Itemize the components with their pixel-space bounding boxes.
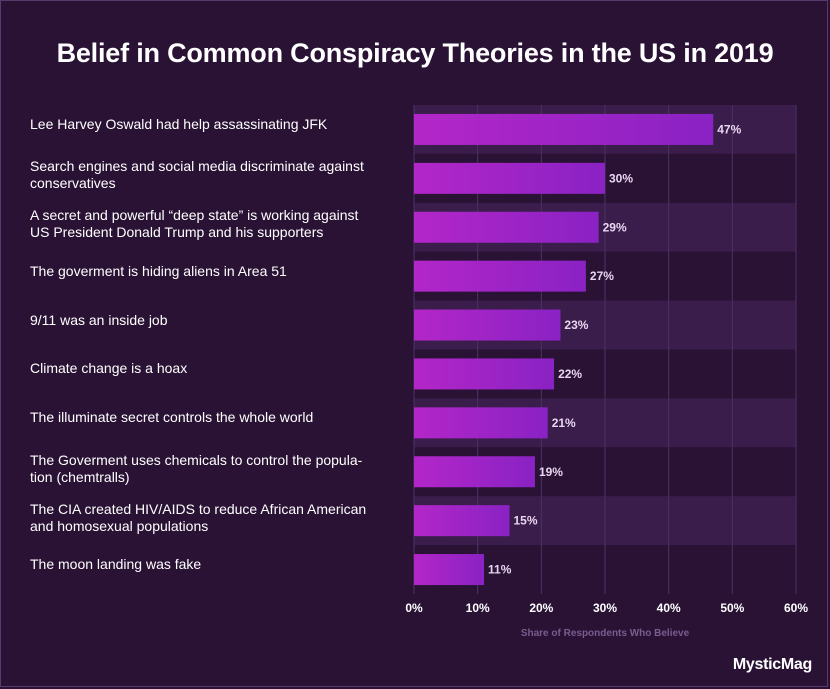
bar [414,162,605,194]
bar [414,407,548,439]
category-label: The illuminate secret controls the whole… [30,409,400,426]
bar [414,505,510,537]
category-label-line: The moon landing was fake [30,556,202,573]
bar [414,554,485,586]
data-label: 22% [558,367,582,381]
category-label-line: A secret and powerful “deep state” is wo… [30,207,359,224]
bar [414,358,555,390]
x-tick-label: 10% [466,601,490,615]
data-label: 29% [603,220,627,234]
data-label: 21% [552,416,576,430]
category-label-line: Lee Harvey Oswald had help assassinating… [30,115,328,132]
category-label-line: The illuminate secret controls the whole… [30,409,314,426]
category-label: The goverment is hiding aliens in Area 5… [30,263,400,280]
x-tick-label: 30% [593,601,617,615]
category-label: Lee Harvey Oswald had help assassinating… [30,116,400,133]
data-label: 27% [590,269,614,283]
bar [414,211,599,243]
category-label: The CIA created HIV/AIDS to reduce Afric… [30,501,400,535]
data-label: 19% [539,465,563,479]
brand-logo: MysticMag [732,656,812,673]
data-label: 30% [609,171,633,185]
data-label: 15% [514,514,538,528]
category-label-line: US President Donald Trump and his suppor… [30,224,324,241]
category-label-line: 9/11 was an inside job [30,311,168,328]
data-label: 11% [488,563,512,577]
x-tick-label: 0% [405,601,423,615]
bar [414,260,586,292]
x-tick-label: 40% [657,601,681,615]
x-tick-label: 60% [784,601,808,615]
bar [414,113,714,145]
category-label: Climate change is a hoax [30,360,400,377]
category-label: A secret and powerful “deep state” is wo… [30,207,400,241]
x-axis-label: Share of Respondents Who Believe [520,628,690,639]
bar [414,309,561,341]
category-label-line: conservatives [30,175,116,192]
category-label-line: The goverment is hiding aliens in Area 5… [30,262,287,279]
category-label: The Goverment uses chemicals to control … [30,452,400,486]
category-label-line: The CIA created HIV/AIDS to reduce Afric… [30,500,367,517]
category-label: The moon landing was fake [30,556,400,573]
data-label: 23% [564,318,588,332]
x-tick-label: 20% [529,601,553,615]
category-label: 9/11 was an inside job [30,312,400,329]
bar [414,456,535,488]
category-label-line: The Goverment uses chemicals to control … [30,451,363,468]
category-label-line: Climate change is a hoax [30,360,188,377]
data-label: 47% [717,122,741,136]
category-label-line: Search engines and social media discrimi… [30,158,364,175]
category-label-line: tion (chemtralls) [30,468,130,485]
x-tick-label: 50% [720,601,744,615]
chart-title: Belief in Common Conspiracy Theories in … [56,38,774,68]
category-label-line: and homosexual populations [30,517,209,534]
category-label: Search engines and social media discrimi… [30,158,400,192]
